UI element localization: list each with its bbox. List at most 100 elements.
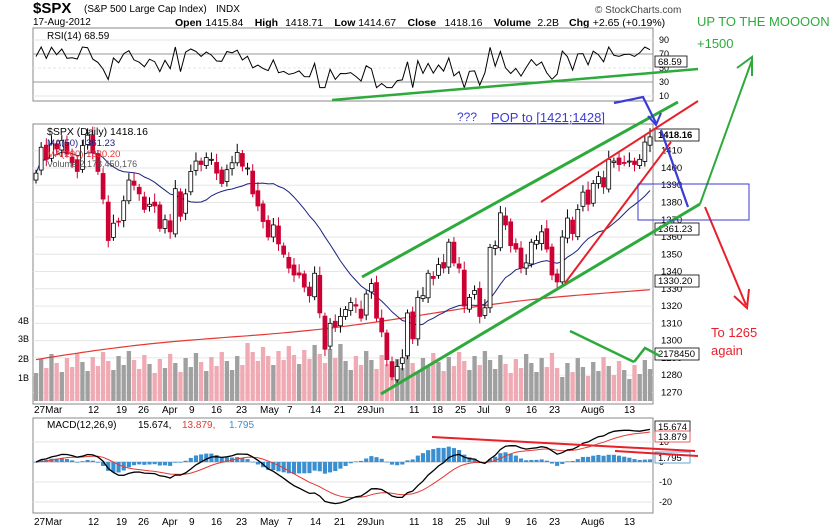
macd-value-tag-box — [654, 451, 691, 464]
candle-body — [544, 228, 550, 250]
macd-histogram-bar — [147, 462, 152, 465]
candle-body — [632, 160, 637, 165]
rsi-tick-label: 30 — [659, 77, 669, 87]
candle-body — [446, 241, 452, 268]
candle-body — [456, 263, 462, 269]
ticker-symbol: $SPX — [33, 0, 71, 17]
volume-bar — [188, 367, 193, 401]
macd-histogram-bar — [80, 461, 85, 462]
macd-histogram-bar — [281, 462, 286, 473]
volume-bar — [353, 356, 359, 401]
candle-body — [565, 217, 570, 239]
x-axis-label: 29Jun — [357, 405, 384, 416]
macd-histogram-bar — [328, 462, 333, 473]
macd-histogram-bar — [219, 457, 224, 462]
candle-body — [147, 203, 152, 207]
candle-body — [575, 209, 581, 238]
x-axis-label: 19 — [116, 405, 128, 416]
ohlc-label-close: Close — [408, 17, 437, 29]
rsi-value-tag: 68.59 — [658, 57, 682, 68]
ohlc-value-close: 1418.16 — [445, 17, 483, 29]
macd-histogram-bar — [395, 462, 400, 466]
candle-body — [54, 143, 59, 150]
volume-bar — [606, 366, 611, 401]
macd-histogram-bar — [33, 462, 39, 463]
macd-red-trendline-2 — [614, 450, 699, 457]
macd-histogram-bar — [632, 459, 637, 462]
macd-histogram-bar — [431, 449, 436, 462]
exchange-label: INDX — [216, 4, 240, 15]
candle-body — [74, 159, 80, 172]
macd-histogram-bar — [405, 460, 410, 462]
macd-histogram-bar — [235, 457, 240, 462]
volume-bar — [178, 372, 183, 401]
macd-hist-value: 1.795 — [229, 420, 254, 431]
macd-histogram-bar — [487, 459, 493, 462]
up-arrow-head — [736, 55, 753, 76]
macd-histogram-bar — [498, 453, 503, 462]
volume-bar — [338, 344, 343, 401]
macd-histogram-bar — [204, 453, 209, 462]
macd-value: 15.674, — [138, 420, 171, 431]
candle-body — [363, 293, 369, 316]
rsi-tick-label: 90 — [659, 35, 669, 45]
volume-bar — [358, 365, 364, 401]
volume-axis: 4B 3B 2B 1B — [18, 316, 29, 383]
price-tick-label: 1390 — [661, 180, 682, 191]
macd-histogram-bar — [224, 457, 229, 462]
volume-bar — [152, 373, 157, 401]
candle-body — [100, 173, 106, 200]
volume-bar — [415, 372, 420, 401]
ohlc-label-chg: Chg — [569, 17, 589, 29]
volume-bar — [524, 354, 529, 401]
volume-bar — [322, 363, 328, 401]
candle-body — [410, 311, 416, 340]
candle-body — [219, 169, 225, 184]
macd-histogram-bar — [596, 454, 601, 462]
legend-entry: MA(50) 1361.23 — [47, 138, 115, 149]
x-axis-label: 9 — [505, 517, 511, 528]
candle-body — [559, 236, 565, 283]
macd-label-prefix: MACD(12,26,9) — [47, 420, 116, 431]
candle-body — [374, 282, 379, 319]
ohlc-value-low: 1414.67 — [358, 17, 396, 29]
candle-body — [209, 158, 214, 161]
price-value-tag-box — [654, 222, 700, 236]
candle-body — [281, 245, 287, 255]
candle-body — [369, 283, 374, 293]
candle-body — [338, 316, 343, 327]
rsi-green-trendline — [331, 67, 699, 102]
rsi-value-tag-box — [654, 55, 688, 68]
candle-body — [523, 262, 529, 269]
macd-histogram-bar — [343, 462, 348, 466]
volume-bar — [64, 358, 70, 401]
volume-bar — [214, 366, 219, 401]
candle-body — [343, 309, 348, 317]
pop-blue-arrow — [613, 95, 657, 124]
macd-histogram-bar — [637, 459, 642, 462]
macd-histogram-bar — [307, 462, 312, 474]
x-axis-label: 12 — [88, 405, 100, 416]
volume-bar — [482, 351, 488, 401]
ma50-line — [35, 151, 651, 326]
candle-body — [596, 176, 601, 184]
ohlc-value-chg: +2.65 (+0.19%) — [593, 17, 665, 29]
volume-bar — [364, 351, 369, 401]
candle-body — [637, 158, 643, 166]
candle-body — [539, 231, 545, 244]
x-axis-price: 27Mar 12 19 26 Apr 9 16 23 May 7 14 21 29Jun 11 18 25 Ju… — [34, 405, 636, 416]
volume-bar — [539, 358, 544, 401]
annotation-up-text: UP TO THE MOOOON — [697, 14, 830, 29]
volume-bar — [627, 379, 632, 401]
volume-bar — [374, 369, 379, 401]
price-tick-label: 1380 — [661, 197, 682, 208]
volume-bar — [575, 358, 580, 401]
volume-bar — [260, 347, 266, 401]
candle-body — [229, 162, 235, 170]
candle-body — [214, 162, 219, 174]
rsi-line — [35, 45, 651, 90]
macd-value-tag: 15.674 — [658, 422, 687, 433]
macd-histogram-bar — [302, 462, 307, 474]
candle-body — [126, 179, 132, 202]
